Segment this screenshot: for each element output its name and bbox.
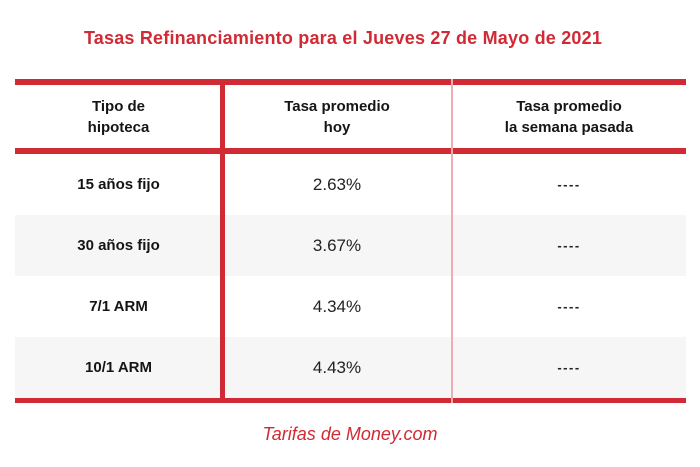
- header-line: hoy: [323, 118, 351, 136]
- rate-last-week-cell: ----: [557, 360, 581, 375]
- column-divider-thin: [451, 79, 453, 403]
- rate-today-cell: 3.67%: [312, 235, 362, 255]
- refinance-rates-table: Tipo de hipoteca Tasa promedio hoy Tasa …: [15, 79, 686, 403]
- table-row: 10/1 ARM 4.43% ----: [15, 337, 686, 398]
- table-top-border: [15, 79, 686, 85]
- rate-last-week-cell: ----: [557, 299, 581, 314]
- header-separator-border: [15, 148, 686, 154]
- rate-today-cell: 4.43%: [312, 357, 362, 377]
- table-bottom-border: [15, 398, 686, 403]
- header-line: Tasa promedio: [516, 97, 622, 115]
- table-header-row: Tipo de hipoteca Tasa promedio hoy Tasa …: [15, 85, 686, 148]
- rate-last-week-cell: ----: [557, 238, 581, 253]
- column-divider-thick: [220, 79, 225, 403]
- table-row: 15 años fijo 2.63% ----: [15, 154, 686, 215]
- header-line: la semana pasada: [504, 118, 634, 136]
- header-line: Tipo de: [91, 97, 146, 115]
- table-row: 30 años fijo 3.67% ----: [15, 215, 686, 276]
- rate-last-week-cell: ----: [557, 177, 581, 192]
- table-row: 7/1 ARM 4.34% ----: [15, 276, 686, 337]
- row-type-cell: 7/1 ARM: [89, 298, 148, 315]
- header-line: hipoteca: [87, 118, 150, 136]
- header-rate-today: Tasa promedio hoy: [222, 85, 452, 148]
- rate-today-cell: 4.34%: [312, 296, 362, 316]
- row-type-cell: 30 años fijo: [77, 237, 160, 254]
- rate-today-cell: 2.63%: [312, 174, 362, 194]
- header-rate-last-week: Tasa promedio la semana pasada: [452, 85, 686, 148]
- header-line: Tasa promedio: [284, 97, 390, 115]
- page-title: Tasas Refinanciamiento para el Jueves 27…: [83, 28, 603, 48]
- header-mortgage-type: Tipo de hipoteca: [15, 85, 222, 148]
- row-type-cell: 10/1 ARM: [85, 359, 152, 376]
- source-attribution: Tarifas de Money.com: [262, 424, 438, 444]
- row-type-cell: 15 años fijo: [77, 176, 160, 193]
